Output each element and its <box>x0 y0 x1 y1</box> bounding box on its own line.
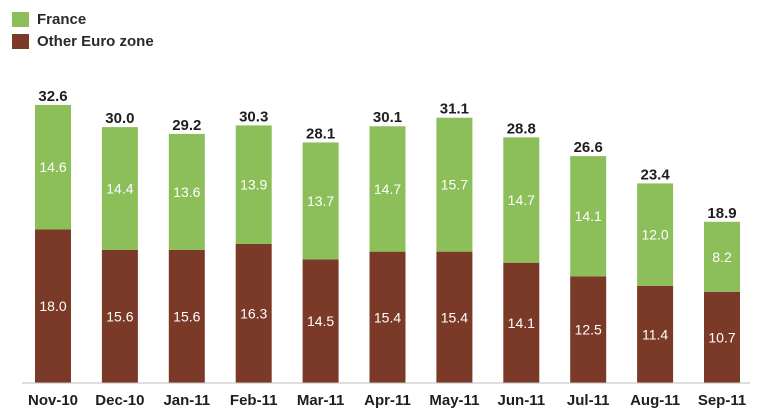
legend-swatch-france <box>12 11 29 27</box>
bar-other-euro-zone-aug-11 <box>637 285 674 383</box>
bar-france-jun-11 <box>503 137 540 263</box>
data-label-france-sep-11: 8.2 <box>712 249 732 265</box>
data-label-france-feb-11: 13.9 <box>240 177 267 193</box>
x-tick-label-dec-10: Dec-10 <box>95 392 144 409</box>
data-label-france-dec-10: 14.4 <box>106 181 133 197</box>
bar-france-dec-10 <box>101 127 138 250</box>
bar-other-euro-zone-jul-11 <box>570 276 607 383</box>
total-label-jan-11: 29.2 <box>172 117 201 134</box>
total-label-mar-11: 28.1 <box>306 125 335 142</box>
legend-label-other-euro-zone: Other Euro zone <box>37 32 154 50</box>
bar-other-euro-zone-feb-11 <box>235 243 272 383</box>
total-label-aug-11: 23.4 <box>640 166 670 183</box>
bar-france-mar-11 <box>302 142 339 260</box>
total-label-may-11: 31.1 <box>440 101 469 118</box>
data-label-other-euro-zone-jun-11: 14.1 <box>508 315 535 331</box>
data-label-other-euro-zone-jul-11: 12.5 <box>575 322 602 338</box>
total-label-apr-11: 30.1 <box>373 109 402 126</box>
bar-other-euro-zone-dec-10 <box>101 249 138 383</box>
data-label-other-euro-zone-may-11: 15.4 <box>441 309 468 325</box>
bar-other-euro-zone-mar-11 <box>302 259 339 383</box>
total-label-dec-10: 30.0 <box>105 110 134 127</box>
data-label-france-mar-11: 13.7 <box>307 193 334 209</box>
bar-other-euro-zone-jan-11 <box>168 249 205 383</box>
data-label-france-apr-11: 14.7 <box>374 181 401 197</box>
bar-other-euro-zone-sep-11 <box>704 291 740 383</box>
bar-other-euro-zone-nov-10 <box>35 229 71 383</box>
data-label-other-euro-zone-mar-11: 14.5 <box>307 313 334 329</box>
x-tick-label-may-11: May-11 <box>429 392 479 409</box>
x-tick-label-jul-11: Jul-11 <box>567 392 610 409</box>
x-axis-ticks: Nov-10 Dec-10 Jan-11 Feb-11 Mar-11 Apr-11 May-… <box>28 392 746 409</box>
data-label-france-may-11: 15.7 <box>441 177 468 193</box>
bar-france-jul-11 <box>570 156 607 277</box>
bar-other-euro-zone-jun-11 <box>503 262 540 383</box>
legend-item-other-euro-zone: Other Euro zone <box>12 30 154 52</box>
bar-france-nov-10 <box>35 104 71 230</box>
bar-france-feb-11 <box>235 125 272 244</box>
chart-legend: France Other Euro zone <box>12 8 154 52</box>
bar-france-may-11 <box>436 117 473 252</box>
bars-group: 18.0 14.6 32.6 15.6 14.4 30.0 15.6 13.6 29.2 16.3… <box>35 88 740 383</box>
data-label-france-jun-11: 14.7 <box>508 192 535 208</box>
x-tick-label-mar-11: Mar-11 <box>297 392 345 409</box>
data-label-other-euro-zone-nov-10: 18.0 <box>39 298 66 314</box>
legend-item-france: France <box>12 8 154 30</box>
bar-france-apr-11 <box>369 126 406 252</box>
data-label-france-nov-10: 14.6 <box>39 159 66 175</box>
total-label-sep-11: 18.9 <box>707 205 736 222</box>
total-label-jul-11: 26.6 <box>574 139 603 156</box>
x-tick-label-jun-11: Jun-11 <box>498 392 546 409</box>
data-label-france-jul-11: 14.1 <box>575 208 602 224</box>
x-tick-label-aug-11: Aug-11 <box>630 392 680 409</box>
bar-france-jan-11 <box>168 133 205 250</box>
x-tick-label-jan-11: Jan-11 <box>163 392 210 409</box>
data-label-other-euro-zone-aug-11: 11.4 <box>642 326 668 342</box>
x-tick-label-feb-11: Feb-11 <box>230 392 278 409</box>
x-tick-label-apr-11: Apr-11 <box>364 392 411 409</box>
data-label-other-euro-zone-jan-11: 15.6 <box>173 308 200 324</box>
data-label-other-euro-zone-sep-11: 10.7 <box>708 329 735 345</box>
total-label-nov-10: 32.6 <box>38 88 67 105</box>
total-label-feb-11: 30.3 <box>239 108 268 125</box>
bar-france-sep-11 <box>704 221 740 292</box>
x-tick-label-sep-11: Sep-11 <box>698 392 746 409</box>
bar-france-aug-11 <box>637 183 674 286</box>
total-label-jun-11: 28.8 <box>507 120 536 137</box>
data-label-other-euro-zone-apr-11: 15.4 <box>374 309 401 325</box>
bar-other-euro-zone-may-11 <box>436 251 473 383</box>
data-label-other-euro-zone-feb-11: 16.3 <box>240 305 267 321</box>
data-label-other-euro-zone-dec-10: 15.6 <box>106 308 133 324</box>
legend-label-france: France <box>37 10 87 28</box>
bar-other-euro-zone-apr-11 <box>369 251 406 383</box>
x-tick-label-nov-10: Nov-10 <box>28 392 78 409</box>
data-label-france-jan-11: 13.6 <box>173 184 200 200</box>
data-label-france-aug-11: 12.0 <box>641 227 668 243</box>
legend-swatch-other-euro-zone <box>12 33 29 49</box>
